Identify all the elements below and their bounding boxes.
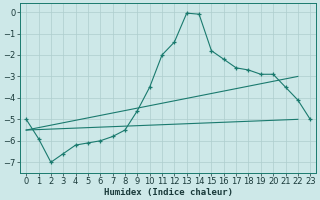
X-axis label: Humidex (Indice chaleur): Humidex (Indice chaleur)	[104, 188, 233, 197]
